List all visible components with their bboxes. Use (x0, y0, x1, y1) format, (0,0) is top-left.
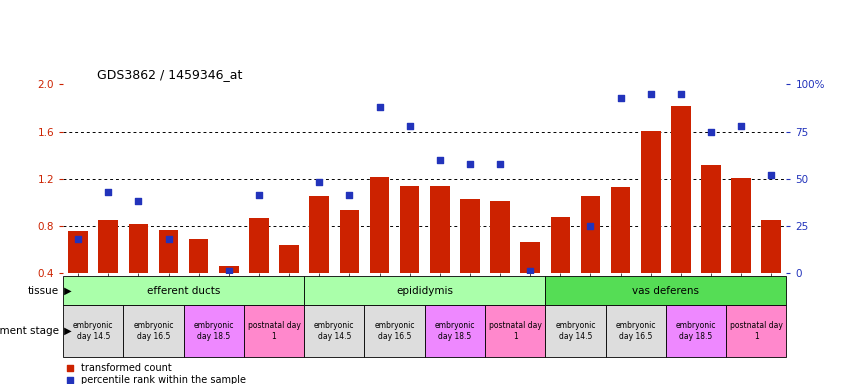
Point (734, 123, 748, 129)
Bar (98, 220, 118, 273)
Text: postnatal day
1: postnatal day 1 (730, 321, 783, 341)
Text: efferent ducts: efferent ducts (147, 286, 220, 296)
Text: embryonic
day 18.5: embryonic day 18.5 (193, 321, 234, 341)
Point (614, 94, 627, 101)
Bar (732, 178, 751, 273)
Point (463, 161, 477, 167)
Text: embryonic
day 16.5: embryonic day 16.5 (133, 321, 174, 341)
Point (644, 91, 658, 97)
Point (403, 123, 416, 129)
Point (313, 179, 326, 185)
Text: embryonic
day 18.5: embryonic day 18.5 (435, 321, 475, 341)
Text: embryonic
day 14.5: embryonic day 14.5 (555, 321, 595, 341)
Point (494, 161, 507, 167)
Point (132, 198, 145, 204)
Bar (460, 199, 479, 273)
Bar (189, 238, 209, 273)
Text: tissue: tissue (28, 286, 59, 296)
Bar (249, 218, 269, 273)
Bar (726, 305, 786, 357)
Point (484, 221, 497, 227)
Point (584, 223, 597, 229)
Bar (641, 131, 660, 273)
Text: embryonic
day 14.5: embryonic day 14.5 (73, 321, 114, 341)
Bar (430, 186, 450, 273)
Bar (485, 305, 545, 357)
Point (433, 157, 447, 163)
Text: embryonic
day 18.5: embryonic day 18.5 (675, 321, 717, 341)
Point (484, 331, 497, 337)
Text: embryonic
day 14.5: embryonic day 14.5 (314, 321, 355, 341)
Bar (304, 276, 545, 305)
Bar (129, 224, 148, 273)
Bar (399, 186, 420, 273)
Point (674, 91, 688, 97)
Bar (761, 220, 781, 273)
Bar (545, 276, 786, 305)
Text: embryonic
day 16.5: embryonic day 16.5 (616, 321, 656, 341)
Bar (370, 177, 389, 273)
Bar (551, 217, 570, 273)
Bar (580, 196, 600, 273)
Point (222, 268, 235, 274)
Text: transformed count: transformed count (81, 363, 172, 373)
Point (704, 128, 717, 135)
Point (161, 236, 175, 242)
Bar (490, 202, 510, 273)
Bar (545, 305, 606, 357)
Text: ▶: ▶ (61, 326, 71, 336)
Point (252, 192, 266, 199)
Bar (68, 231, 88, 273)
Text: ▶: ▶ (61, 286, 71, 296)
Text: postnatal day
1: postnatal day 1 (489, 321, 542, 341)
Bar (340, 210, 359, 273)
Bar (63, 276, 304, 305)
Bar (183, 305, 244, 357)
Bar (671, 106, 690, 273)
Bar (279, 245, 299, 273)
Bar (159, 230, 178, 273)
Bar (124, 305, 183, 357)
Bar (219, 266, 239, 273)
Text: development stage: development stage (0, 326, 59, 336)
Text: embryonic
day 16.5: embryonic day 16.5 (374, 321, 415, 341)
Bar (425, 305, 485, 357)
Bar (304, 305, 364, 357)
Text: vas deferens: vas deferens (632, 286, 700, 296)
Bar (666, 305, 726, 357)
Bar (309, 196, 329, 273)
Bar (521, 242, 540, 273)
Bar (364, 305, 425, 357)
Point (523, 268, 537, 274)
Bar (63, 305, 124, 357)
Bar (606, 305, 666, 357)
Text: postnatal day
1: postnatal day 1 (247, 321, 300, 341)
Point (373, 104, 386, 110)
Bar (244, 305, 304, 357)
Point (102, 189, 115, 195)
Text: epididymis: epididymis (396, 286, 453, 296)
Point (764, 172, 778, 178)
Bar (701, 165, 721, 273)
Text: percentile rank within the sample: percentile rank within the sample (81, 375, 246, 384)
Bar (611, 187, 631, 273)
Point (71, 236, 85, 242)
Text: GDS3862 / 1459346_at: GDS3862 / 1459346_at (97, 68, 242, 81)
Point (342, 192, 356, 199)
